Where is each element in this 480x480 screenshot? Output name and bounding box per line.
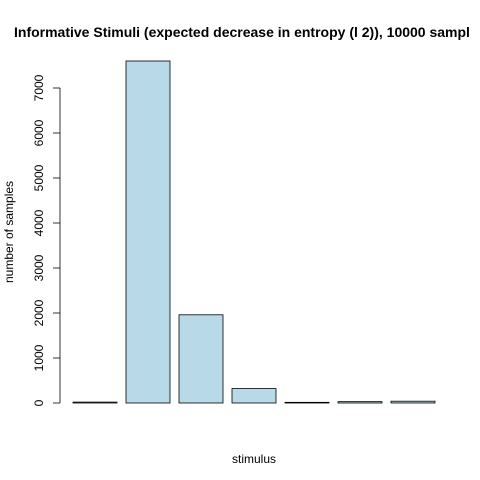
y-tick-label: 6000 [32, 119, 46, 146]
bar-7 [390, 400, 436, 404]
bar-6 [337, 401, 383, 404]
bar-3 [178, 314, 224, 404]
y-tick-label: 7000 [32, 74, 46, 101]
chart-title: Informative Stimuli (expected decrease i… [14, 24, 470, 40]
y-tick-label: 5000 [32, 164, 46, 191]
y-tick-label: 3000 [32, 254, 46, 281]
y-tick-label: 0 [32, 399, 46, 406]
y-tick-label: 2000 [32, 299, 46, 326]
x-axis-label: stimulus [232, 452, 276, 466]
y-tick-label: 4000 [32, 209, 46, 236]
bar-4 [231, 388, 277, 404]
y-axis-label: number of samples [2, 181, 16, 283]
y-axis: 0 1000 2000 3000 4000 5000 6000 7000 [32, 74, 61, 406]
y-tick-label: 1000 [32, 344, 46, 371]
bar-5 [284, 401, 330, 404]
bars-group [72, 60, 436, 404]
bar-1 [72, 401, 118, 404]
bar-2 [125, 60, 171, 404]
